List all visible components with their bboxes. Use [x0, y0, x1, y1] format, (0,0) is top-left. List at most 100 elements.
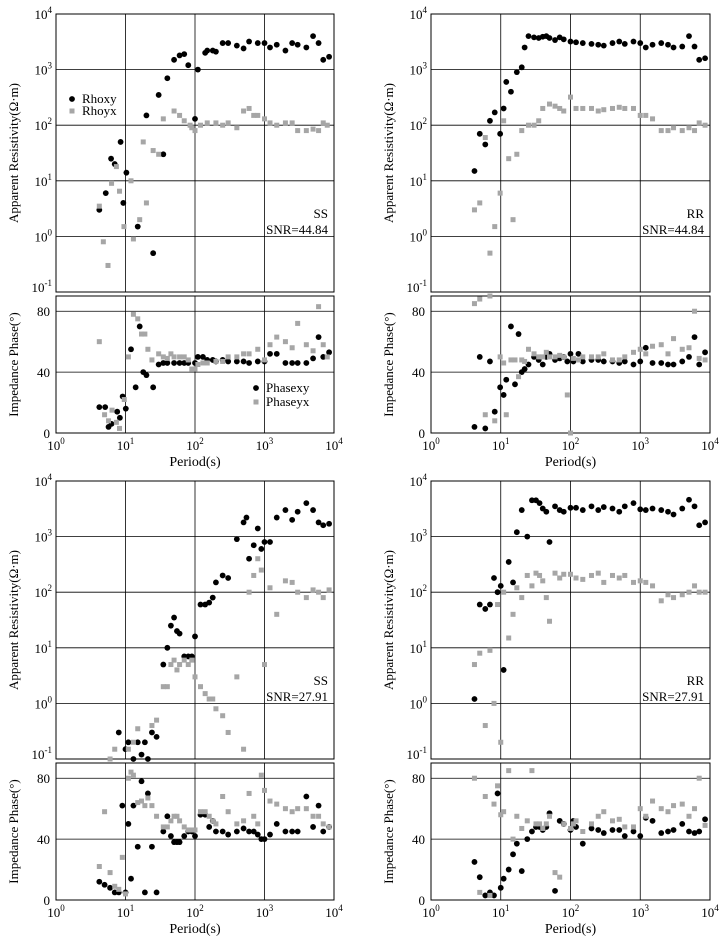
data-point-phasexy	[552, 887, 558, 894]
data-point-phasexy	[143, 372, 150, 379]
data-point-rhoyx	[487, 647, 493, 653]
data-point-phaseyx	[575, 357, 581, 363]
data-point-phaseyx	[519, 825, 525, 831]
rho-tick-label: 103	[35, 61, 53, 78]
data-point-phasexy	[194, 353, 201, 360]
data-point-phaseyx	[282, 339, 288, 345]
data-point-phaseyx	[234, 354, 240, 360]
data-point-rhoyx	[650, 116, 656, 122]
rho-tick-label: 102	[410, 116, 428, 133]
data-point-phaseyx	[529, 768, 535, 774]
rho-tick-label-base: 10	[32, 747, 45, 762]
data-point-rhoxy	[595, 41, 602, 48]
data-point-rhoyx	[220, 122, 226, 128]
data-point-rhoyx	[568, 571, 573, 577]
rho-tick-label-exp: 4	[48, 472, 53, 482]
data-point-rhoyx	[492, 224, 498, 230]
data-point-phaseyx	[692, 308, 698, 314]
data-point-rhoyx	[137, 217, 143, 223]
rho-tick-label-exp: 3	[423, 61, 428, 71]
rho-tick-label-base: 10	[410, 118, 423, 133]
x-tick-label-exp: 3	[269, 436, 274, 446]
data-point-rhoxy	[579, 40, 586, 46]
data-point-phasexy	[246, 360, 252, 366]
series-rhoxy	[96, 33, 332, 257]
data-point-rhoxy	[160, 661, 167, 668]
data-point-phaseyx	[177, 818, 183, 824]
data-point-phaseyx	[267, 798, 273, 804]
data-point-phaseyx	[164, 355, 170, 361]
data-point-rhoxy	[150, 250, 157, 257]
data-point-rhoxy	[510, 579, 516, 586]
data-point-rhoxy	[164, 644, 171, 651]
data-point-rhoxy	[696, 522, 703, 529]
data-point-phasexy	[233, 828, 240, 835]
data-point-phaseyx	[622, 824, 628, 830]
data-point-phaseyx	[536, 354, 542, 360]
data-point-phasexy	[303, 793, 310, 800]
data-point-rhoxy	[579, 507, 586, 513]
rho-tick-label-base: 10	[35, 118, 48, 133]
data-point-rhoyx	[117, 188, 123, 194]
rho-tick-label: 100	[35, 694, 53, 711]
data-point-phaseyx	[200, 360, 206, 366]
data-point-rhoyx	[246, 105, 252, 111]
data-point-rhoxy	[491, 109, 498, 116]
phase-tick-label: 40	[37, 832, 50, 847]
data-point-phasexy	[482, 892, 489, 899]
data-point-rhoyx	[696, 120, 702, 126]
data-point-phaseyx	[503, 412, 509, 418]
data-point-rhoyx	[187, 122, 193, 128]
x-tick-label-base: 10	[422, 905, 435, 920]
rho-tick-label-exp: 2	[423, 583, 428, 593]
data-point-phaseyx	[113, 419, 119, 425]
data-point-rhoyx	[588, 105, 594, 111]
x-tick-label: 101	[117, 436, 135, 453]
data-point-rhoyx	[537, 572, 543, 578]
data-point-phasexy	[471, 859, 478, 865]
rho-tick-label-exp: 3	[423, 528, 428, 538]
rho-tick-label: 104	[410, 472, 428, 489]
data-point-rhoyx	[177, 662, 183, 668]
phase-y-axis-label: Impedance Phase(°)	[381, 312, 396, 416]
data-point-phaseyx	[609, 818, 615, 824]
data-point-phasexy	[119, 802, 126, 809]
x-tick-label-base: 10	[117, 438, 130, 453]
data-point-phaseyx	[686, 345, 692, 351]
data-point-rhoxy	[267, 539, 273, 545]
data-point-rhoxy	[294, 508, 301, 515]
rho-tick-label-exp: 0	[423, 694, 428, 704]
data-point-rhoxy	[240, 519, 247, 526]
data-point-phaseyx	[552, 870, 558, 876]
data-point-phaseyx	[130, 311, 136, 317]
data-point-phaseyx	[181, 354, 187, 360]
data-point-phaseyx	[289, 809, 295, 815]
data-point-phasexy	[518, 868, 525, 874]
data-point-rhoxy	[665, 41, 671, 48]
data-point-phasexy	[529, 828, 535, 835]
data-point-phaseyx	[145, 346, 151, 352]
data-point-phaseyx	[514, 813, 520, 819]
snr-label: SNR=27.91	[642, 689, 704, 704]
data-point-phaseyx	[289, 345, 295, 351]
data-point-rhoyx	[246, 589, 252, 595]
data-point-phaseyx	[119, 854, 125, 860]
x-tick-label: 102	[562, 903, 580, 920]
data-point-phaseyx	[487, 892, 493, 898]
data-point-rhoxy	[560, 508, 567, 515]
x-tick-label-exp: 0	[60, 903, 65, 913]
x-tick-label-base: 10	[562, 905, 575, 920]
data-point-phasexy	[233, 358, 240, 365]
data-point-rhoyx	[692, 583, 698, 589]
rho-tick-label: 103	[410, 528, 428, 545]
data-point-phasexy	[206, 824, 213, 830]
data-point-rhoyx	[529, 583, 535, 589]
data-point-rhoxy	[616, 508, 623, 515]
data-point-phaseyx	[622, 354, 628, 360]
data-point-phasexy	[521, 366, 528, 372]
data-point-phaseyx	[164, 824, 170, 830]
data-point-phaseyx	[303, 342, 309, 348]
data-point-phasexy	[702, 816, 708, 823]
data-point-rhoxy	[491, 575, 497, 581]
